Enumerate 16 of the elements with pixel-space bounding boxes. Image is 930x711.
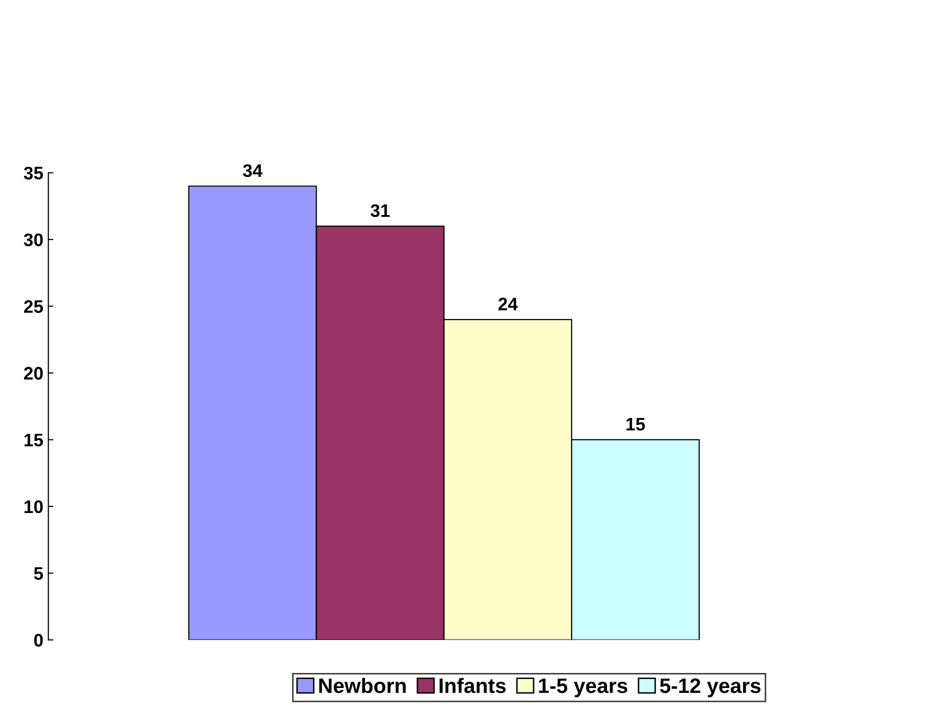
data-label: 15: [626, 418, 645, 431]
y-tick-label: 25: [24, 300, 43, 313]
legend-label: 5-12 years: [660, 678, 760, 698]
y-tick-label: 15: [24, 434, 43, 446]
y-tick-label: 30: [24, 233, 43, 246]
data-label: 34: [242, 164, 262, 178]
y-tick-label: 5: [34, 567, 43, 580]
data-label: 31: [370, 204, 390, 218]
y-tick-label: 0: [34, 634, 43, 647]
legend-label: Newborn: [319, 678, 406, 694]
data-label: 24: [498, 298, 518, 310]
legend-label: Infants: [440, 678, 506, 694]
y-tick-label: 10: [24, 500, 43, 514]
y-tick-label: 35: [24, 166, 43, 180]
y-tick-label: 20: [24, 366, 43, 380]
legend-label: 1-5 years: [539, 678, 628, 698]
